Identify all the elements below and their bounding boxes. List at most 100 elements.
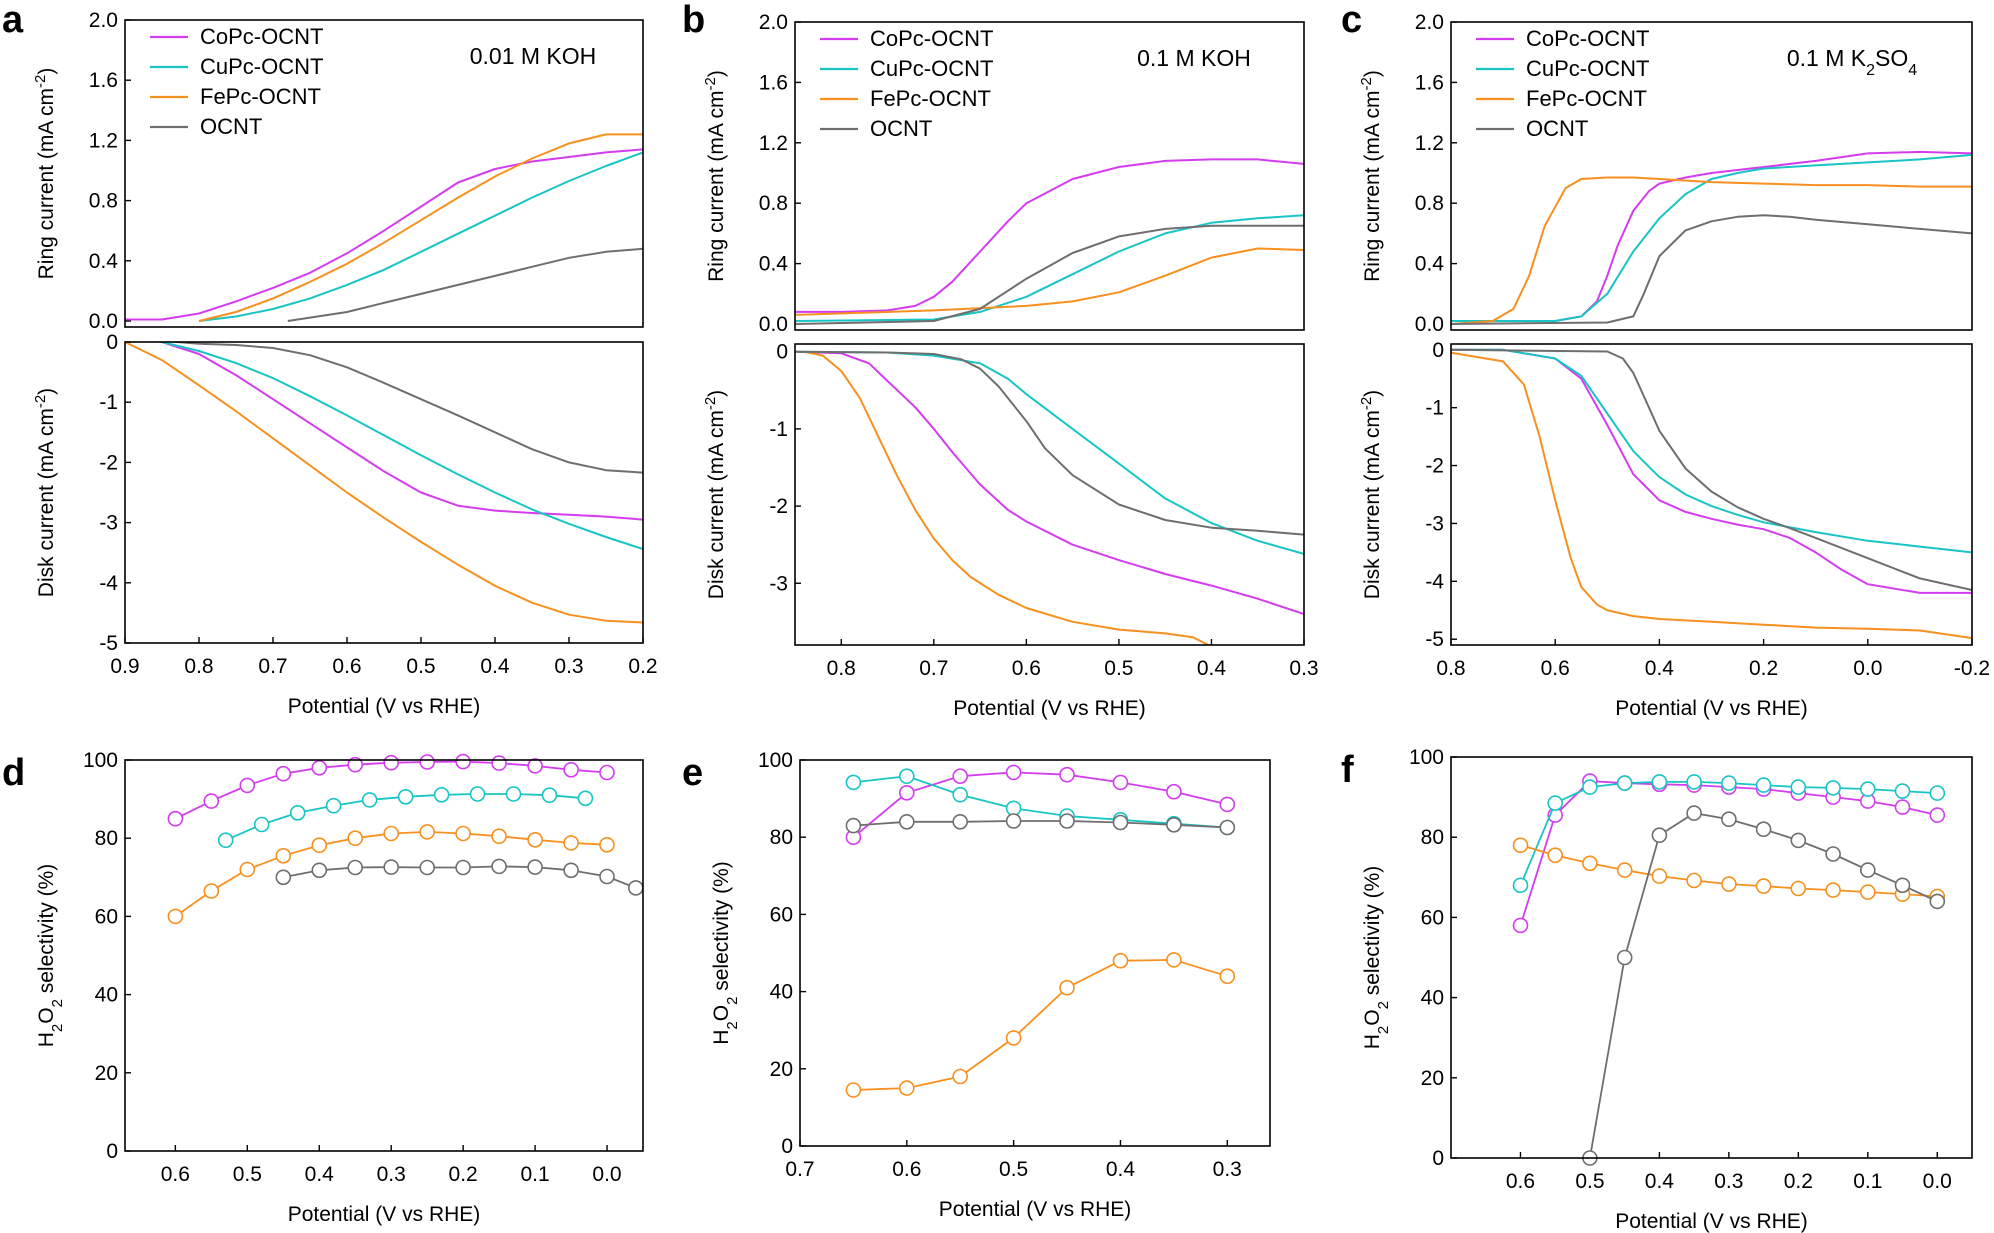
- panel-f-point-fepc-ocnt: [1686, 872, 1702, 889]
- panel-c-xtick-label: 0.8: [1436, 657, 1465, 680]
- panel-a-disk-series-ocnt: [164, 342, 643, 474]
- panel-d-ylabel: H2O2 selectivity (%): [35, 864, 66, 1048]
- panel-d-point-ocnt: [383, 859, 400, 875]
- panel-b-ring-series-fepc-ocnt: [795, 247, 1304, 316]
- panel-a-xlabel: Potential (V vs RHE): [288, 695, 481, 718]
- panel-b-xtick-label: 0.4: [1197, 657, 1227, 680]
- ylabel-part: Disk current (mA cm: [35, 408, 58, 597]
- ylabel-part: selectivity (%): [1361, 866, 1384, 1001]
- panel-b-disk-ytick-label: -1: [769, 418, 788, 441]
- panel-d-point-cupc-ocnt: [469, 786, 486, 802]
- panel-c-letter: c: [1341, 0, 1362, 41]
- panel-b-xtick-label: 0.5: [1104, 657, 1133, 680]
- panel-f-point-copc-ocnt: [1929, 807, 1946, 823]
- panel-a-disk-ylabel-group: Disk current (mA cm-2): [32, 388, 59, 597]
- panel-d-point-ocnt: [627, 880, 644, 896]
- panel-e-ylabel: H2O2 selectivity (%): [710, 861, 741, 1045]
- panel-b-ring-series-cupc-ocnt: [795, 214, 1304, 322]
- panel-a-ring-series-copc-ocnt: [125, 148, 643, 321]
- panel-b-ring-series-ocnt: [795, 224, 1304, 325]
- panel-d-point-ocnt: [455, 859, 471, 876]
- panel-f-point-fepc-ocnt: [1825, 882, 1841, 898]
- panel-f-xtick-label: 0.4: [1645, 1170, 1675, 1193]
- panel-b-disk-series-cupc-ocnt: [795, 350, 1304, 555]
- panel-c-xtick-label: 0.0: [1853, 657, 1882, 680]
- panel-d-point-copc-ocnt: [383, 754, 400, 771]
- panel-e-ytick-label: 100: [758, 749, 793, 772]
- panel-d-point-cupc-ocnt: [577, 790, 594, 807]
- ylabel-part: 2: [1375, 1001, 1392, 1009]
- panel-a-legend-label-fepc-ocnt: FePc-OCNT: [200, 84, 321, 109]
- panel-b-disk-ytick-label: -3: [769, 572, 788, 595]
- panel-a-ring-ytick-label: 0.4: [89, 250, 119, 273]
- ylabel-part: -2: [1358, 77, 1375, 90]
- ylabel-part: Disk current (mA cm: [1361, 410, 1384, 599]
- panel-c-legend-label-cupc-ocnt: CuPc-OCNT: [1526, 56, 1649, 81]
- panel-e-letter: e: [682, 752, 703, 794]
- panel-f-series-ocnt: [1582, 805, 1946, 1166]
- panel-d-point-ocnt: [599, 868, 615, 885]
- panel-e-point-copc-ocnt: [1112, 774, 1129, 791]
- panel-f-ylabel: H2O2 selectivity (%): [1361, 866, 1392, 1050]
- panel-e-point-copc-ocnt: [1059, 766, 1075, 783]
- panel-c-disk-ytick-label: -4: [1425, 570, 1444, 593]
- panel-e-ytick-label: 60: [770, 903, 793, 926]
- panel-b-ring-series-copc-ocnt: [795, 158, 1304, 313]
- panel-c-disk-ylabel-group: Disk current (mA cm-2): [1358, 390, 1385, 599]
- ylabel-part: -2: [702, 397, 719, 410]
- panel-b-ring-ytick-label: 2.0: [759, 11, 788, 34]
- panel-d-point-fepc-ocnt: [167, 908, 184, 925]
- panel-d-point-fepc-ocnt: [311, 837, 328, 854]
- panel-e-frame: [799, 759, 1271, 1147]
- panel-d-point-copc-ocnt: [311, 759, 328, 776]
- panel-c-xtick-label: 0.4: [1645, 657, 1675, 680]
- panel-a-xtick-label: 0.4: [480, 655, 510, 678]
- panel-a-disk-series-fepc-ocnt: [125, 342, 643, 624]
- condition-sub: 2: [1866, 62, 1875, 79]
- panel-b-ring-ylabel-group: Ring current (mA cm-2): [702, 70, 729, 282]
- panel-d-xtick-label: 0.1: [520, 1163, 549, 1186]
- panel-f-point-ocnt: [1686, 805, 1702, 821]
- panel-d-ytick-label: 20: [95, 1062, 118, 1085]
- panel-f-xtick-label: 0.0: [1923, 1170, 1952, 1193]
- panel-e-point-ocnt: [1112, 814, 1129, 831]
- ylabel-part: -2: [1358, 397, 1375, 410]
- panel-d-ytick-label: 100: [83, 749, 118, 772]
- ylabel-part: -2: [32, 75, 49, 88]
- panel-c-ring-ytick-label: 0.0: [1415, 313, 1444, 336]
- panel-b-disk-ytick-label: 0: [776, 341, 788, 364]
- panel-e-xtick-label: 0.3: [1213, 1158, 1242, 1181]
- panel-c-disk-ytick-label: 0: [1432, 339, 1444, 362]
- panel-f-point-cupc-ocnt: [1790, 779, 1807, 795]
- panel-e-ytick-label: 0: [781, 1135, 793, 1158]
- panel-d-point-fepc-ocnt: [347, 830, 364, 847]
- panel-a-xtick-label: 0.8: [184, 655, 213, 678]
- panel-f-point-fepc-ocnt: [1755, 878, 1772, 894]
- panel-b-disk-series-copc-ocnt: [795, 350, 1304, 616]
- panel-d-series-cupc-ocnt: [217, 786, 594, 849]
- panel-d-point-copc-ocnt: [527, 758, 543, 774]
- panel-f-ylabel-group: H2O2 selectivity (%): [1361, 866, 1392, 1050]
- panel-f-point-copc-ocnt: [1512, 917, 1529, 934]
- panel-d-point-ocnt: [275, 869, 292, 886]
- panel-d-point-cupc-ocnt: [289, 804, 306, 821]
- panel-e-series-copc-ocnt: [845, 764, 1236, 846]
- panel-c-legend-label-fepc-ocnt: FePc-OCNT: [1526, 86, 1647, 111]
- panel-a-xtick-label: 0.3: [554, 655, 583, 678]
- panel-d-point-cupc-ocnt: [325, 797, 342, 814]
- panel-f-point-cupc-ocnt: [1755, 777, 1772, 793]
- panel-b-xtick-label: 0.7: [919, 657, 948, 680]
- panel-b-disk-ylabel: Disk current (mA cm-2): [702, 390, 729, 599]
- ylabel-part: ): [1361, 70, 1384, 77]
- panel-d-xtick-label: 0.4: [305, 1163, 335, 1186]
- panel-e-xtick-label: 0.7: [785, 1158, 814, 1181]
- panel-f-point-cupc-ocnt: [1825, 780, 1841, 796]
- panel-f-point-copc-ocnt: [1894, 799, 1911, 815]
- panel-d-point-ocnt: [347, 859, 364, 876]
- panel-f-point-fepc-ocnt: [1721, 876, 1737, 892]
- panel-c-xtick-label: 0.6: [1541, 657, 1570, 680]
- panel-f-xtick-label: 0.6: [1506, 1170, 1535, 1193]
- panel-d-point-fepc-ocnt: [599, 836, 615, 853]
- panel-a-disk-frame: [124, 341, 644, 644]
- panel-e-point-fepc-ocnt: [898, 1080, 915, 1096]
